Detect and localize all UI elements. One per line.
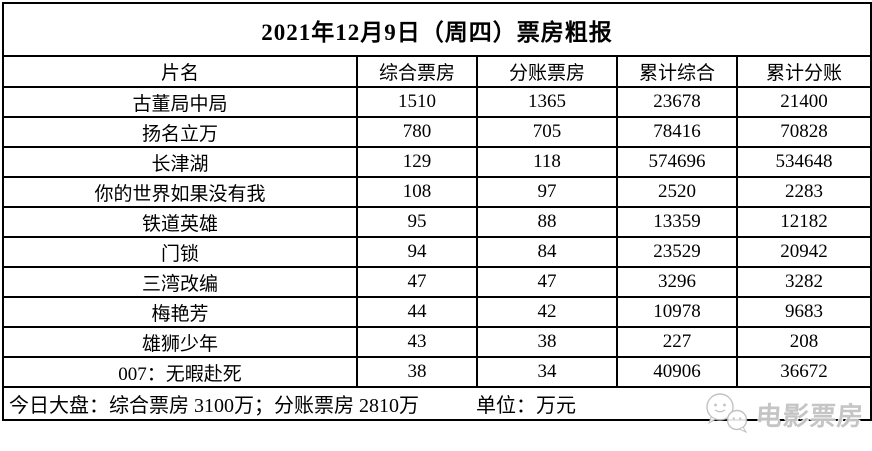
film-name-cell: 雄狮少年 — [2, 326, 358, 358]
table-row: 门锁 94 84 23529 20942 — [2, 236, 872, 268]
value-cell: 20942 — [735, 236, 872, 268]
film-name-cell: 古董局中局 — [2, 86, 358, 118]
value-cell: 208 — [735, 326, 872, 358]
table-row: 三湾改编 47 47 3296 3282 — [2, 266, 872, 298]
value-cell: 23529 — [616, 236, 738, 268]
film-name-cell: 梅艳芳 — [2, 296, 358, 328]
value-cell: 3282 — [735, 266, 872, 298]
table-row: 扬名立万 780 705 78416 70828 — [2, 116, 872, 148]
value-cell: 38 — [476, 326, 618, 358]
value-cell: 227 — [616, 326, 738, 358]
table-row: 长津湖 129 118 574696 534648 — [2, 146, 872, 178]
value-cell: 1510 — [356, 86, 478, 118]
value-cell: 118 — [476, 146, 618, 178]
table-row: 雄狮少年 43 38 227 208 — [2, 326, 872, 358]
value-cell: 70828 — [735, 116, 872, 148]
value-cell: 34 — [476, 356, 618, 388]
column-header-film: 片名 — [2, 55, 358, 88]
value-cell: 9683 — [735, 296, 872, 328]
value-cell: 36672 — [735, 356, 872, 388]
value-cell: 94 — [356, 236, 478, 268]
value-cell: 129 — [356, 146, 478, 178]
daily-total-summary: 今日大盘：综合票房 3100万；分账票房 2810万 — [9, 395, 419, 417]
column-header-cumulative-composite: 累计综合 — [616, 55, 738, 88]
film-name-cell: 门锁 — [2, 236, 358, 268]
value-cell: 78416 — [616, 116, 738, 148]
value-cell: 3296 — [616, 266, 738, 298]
value-cell: 95 — [356, 206, 478, 238]
value-cell: 10978 — [616, 296, 738, 328]
value-cell: 780 — [356, 116, 478, 148]
boxoffice-table: 2021年12月9日（周四）票房粗报 片名 综合票房 分账票房 累计综合 累计分… — [1, 2, 872, 421]
value-cell: 13359 — [616, 206, 738, 238]
column-header-cumulative-split: 累计分账 — [735, 55, 872, 88]
value-cell: 1365 — [476, 86, 618, 118]
column-header-composite-gross: 综合票房 — [356, 55, 478, 88]
table-header-row: 片名 综合票房 分账票房 累计综合 累计分账 — [2, 55, 872, 88]
film-name-cell: 三湾改编 — [2, 266, 358, 298]
table-title-row: 2021年12月9日（周四）票房粗报 — [1, 2, 872, 57]
film-name-cell: 你的世界如果没有我 — [2, 176, 358, 208]
value-cell: 2520 — [616, 176, 738, 208]
value-cell: 2283 — [735, 176, 872, 208]
table-row: 梅艳芳 44 42 10978 9683 — [2, 296, 872, 328]
page-title: 2021年12月9日（周四）票房粗报 — [1, 2, 872, 57]
value-cell: 88 — [476, 206, 618, 238]
value-cell: 23678 — [616, 86, 738, 118]
value-cell: 47 — [356, 266, 478, 298]
value-cell: 534648 — [735, 146, 872, 178]
value-cell: 40906 — [616, 356, 738, 388]
value-cell: 12182 — [735, 206, 872, 238]
table-row: 你的世界如果没有我 108 97 2520 2283 — [2, 176, 872, 208]
film-name-cell: 铁道英雄 — [2, 206, 358, 238]
value-cell: 43 — [356, 326, 478, 358]
column-header-split-gross: 分账票房 — [476, 55, 618, 88]
value-cell: 97 — [476, 176, 618, 208]
table-row: 古董局中局 1510 1365 23678 21400 — [2, 86, 872, 118]
table-row: 007：无暇赴死 38 34 40906 36672 — [2, 356, 872, 388]
table-row: 铁道英雄 95 88 13359 12182 — [2, 206, 872, 238]
daily-total-cell: 今日大盘：综合票房 3100万；分账票房 2810万 单位：万元 — [1, 386, 872, 421]
film-name-cell: 扬名立万 — [2, 116, 358, 148]
value-cell: 108 — [356, 176, 478, 208]
value-cell: 38 — [356, 356, 478, 388]
table-footer-row: 今日大盘：综合票房 3100万；分账票房 2810万 单位：万元 — [1, 386, 872, 421]
film-name-cell: 长津湖 — [2, 146, 358, 178]
value-cell: 44 — [356, 296, 478, 328]
value-cell: 574696 — [616, 146, 738, 178]
film-name-cell: 007：无暇赴死 — [2, 356, 358, 388]
value-cell: 705 — [476, 116, 618, 148]
value-cell: 42 — [476, 296, 618, 328]
value-cell: 84 — [476, 236, 618, 268]
value-cell: 21400 — [735, 86, 872, 118]
unit-label: 单位：万元 — [476, 395, 576, 417]
value-cell: 47 — [476, 266, 618, 298]
